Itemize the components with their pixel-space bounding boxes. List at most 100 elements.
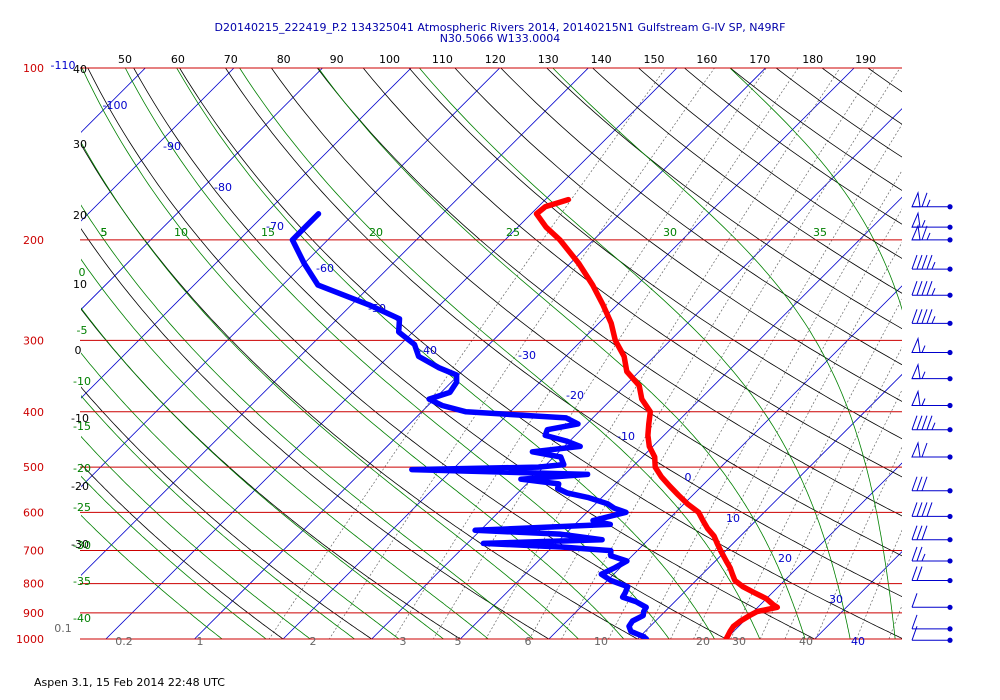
mixing-ratio-line xyxy=(856,529,902,639)
left-side-label: -20 xyxy=(71,480,89,493)
theta-e-label: 30 xyxy=(663,226,677,239)
left-side-label: -10 xyxy=(71,412,89,425)
wind-barb xyxy=(911,362,953,382)
moist-adiabat-line xyxy=(124,68,670,639)
pressure-tick-label: 200 xyxy=(23,234,44,247)
moist-adiabat-line xyxy=(81,475,267,639)
dry-adiabat-line xyxy=(821,68,902,125)
pressure-tick-label: 600 xyxy=(23,506,44,519)
wind-barb xyxy=(911,281,953,298)
isotherm-line xyxy=(81,68,235,222)
top-tick-label: 160 xyxy=(696,53,717,66)
isotherm-line xyxy=(896,55,1000,646)
isobar-lines xyxy=(80,67,902,640)
isotherm-label: 0 xyxy=(685,471,692,484)
pressure-tick-label: 800 xyxy=(23,578,44,591)
wind-barb xyxy=(911,525,953,543)
moist-adiabat-line xyxy=(81,435,311,639)
mixing-ratio-line xyxy=(268,68,666,639)
dry-adiabat-line xyxy=(637,68,902,259)
top-tick-label: 130 xyxy=(538,53,559,66)
moist-adiabat-label: 5 xyxy=(101,226,108,239)
dry-adiabat-line xyxy=(454,68,902,402)
isotherm-line xyxy=(371,108,902,639)
mixing-ratio-label: 20 xyxy=(696,635,710,648)
mixing-ratio-line xyxy=(528,68,875,639)
wind-barb xyxy=(911,593,953,610)
top-tick-label: 180 xyxy=(802,53,823,66)
chart-title-block: D20140215_222419_P.2 134325041 Atmospher… xyxy=(0,22,1000,44)
top-tick-label: 190 xyxy=(855,53,876,66)
dry-adiabat-line xyxy=(81,228,550,639)
left-side-label: 40 xyxy=(73,63,87,76)
isotherm-label: -40 xyxy=(419,344,437,357)
theta-e-label: 15 xyxy=(261,226,275,239)
moist-adiabat-label: 0 xyxy=(79,266,86,279)
top-tick-label: 100 xyxy=(379,53,400,66)
wind-barb xyxy=(911,476,953,494)
isotherm-label: -110 xyxy=(51,59,76,72)
moist-adiabat-line xyxy=(81,258,489,639)
mixing-ratio-label: 10 xyxy=(594,635,608,648)
wind-barb xyxy=(911,566,953,584)
top-tick-label: 90 xyxy=(330,53,344,66)
temperature-profile-line xyxy=(533,196,781,639)
isotherm-label: 10 xyxy=(726,512,740,525)
mixing-ratio-label: 30 xyxy=(732,635,746,648)
moist-adiabat-line xyxy=(552,68,896,639)
theta-e-label: 10 xyxy=(174,226,188,239)
theta-e-label: 20 xyxy=(369,226,383,239)
dry-adiabat-line xyxy=(81,308,462,639)
pressure-tick-label: 1000 xyxy=(16,633,44,646)
dry-adiabat-line xyxy=(270,68,902,557)
mixing-ratio-label: 5 xyxy=(455,635,462,648)
dry-adiabat-line xyxy=(316,68,902,517)
moist-adiabat-label: -20 xyxy=(73,462,91,475)
isotherm-label: -90 xyxy=(163,140,181,153)
wind-barb xyxy=(911,626,953,643)
mixing-ratio-line xyxy=(561,68,901,639)
isotherm-line xyxy=(282,68,855,639)
left-side-label: -30 xyxy=(71,538,89,551)
top-tick-label: 170 xyxy=(749,53,770,66)
wind-barbs xyxy=(911,190,953,643)
moist-adiabat-label: -40 xyxy=(73,612,91,625)
data-series xyxy=(289,196,781,639)
isotherm-label: -20 xyxy=(566,389,584,402)
mixing-ratio-line xyxy=(888,604,902,639)
theta-e-label: 5 xyxy=(101,226,108,239)
dry-adiabat-line xyxy=(225,68,902,598)
mixing-ratio-line xyxy=(784,389,902,639)
footer-caption: Aspen 3.1, 15 Feb 2014 22:48 UTC xyxy=(34,676,225,689)
isotherm-label: 20 xyxy=(778,552,792,565)
moist-adiabat-line xyxy=(81,307,445,639)
top-tick-label: 70 xyxy=(224,53,238,66)
isotherm-line xyxy=(81,68,501,488)
mixing-ratio-label: 1 xyxy=(197,635,204,648)
moist-adiabat-line xyxy=(239,68,761,639)
isotherm-line xyxy=(193,68,767,639)
wind-barb xyxy=(911,190,953,210)
top-tick-label: 150 xyxy=(644,53,665,66)
dry-adiabat-line xyxy=(408,68,902,440)
dry-adiabat-line xyxy=(546,68,902,330)
isotherm-line xyxy=(985,55,1000,646)
mixing-ratio-label: 3 xyxy=(400,635,407,648)
wind-barb xyxy=(911,502,953,520)
moist-adiabat-label: -5 xyxy=(77,324,88,337)
top-tick-label: 110 xyxy=(432,53,453,66)
dry-adiabat-line xyxy=(986,55,1000,646)
top-tick-label: 140 xyxy=(591,53,612,66)
chart-subtitle: N30.5066 W133.0004 xyxy=(439,32,561,45)
isotherm-line xyxy=(0,55,69,646)
background-grid xyxy=(0,55,1000,646)
moist-adiabat-line xyxy=(81,395,356,639)
pressure-tick-label: 300 xyxy=(23,334,44,347)
dewpoint-profile-line xyxy=(289,211,650,639)
moist-adiabat-line xyxy=(419,68,851,639)
mixing-ratio-line xyxy=(730,298,902,639)
top-tick-label: 50 xyxy=(118,53,132,66)
mixing-ratio-line xyxy=(485,68,841,639)
